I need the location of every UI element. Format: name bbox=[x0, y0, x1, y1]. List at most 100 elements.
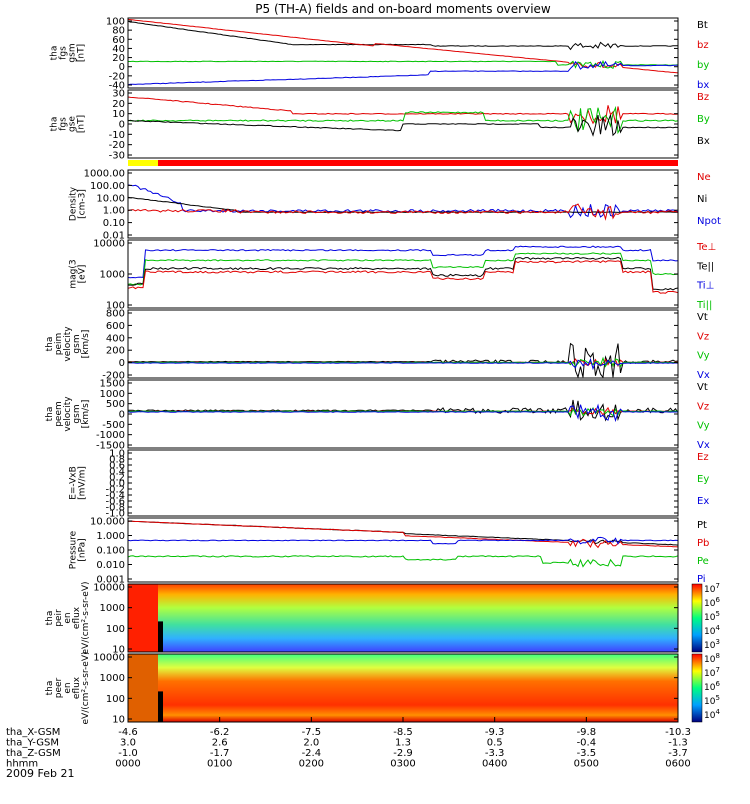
legend-entry: Bz bbox=[697, 92, 709, 103]
y-tick-label: 10.00 bbox=[96, 193, 125, 204]
legend-entry: Pe bbox=[697, 556, 709, 567]
colorbar-tick-label: 106 bbox=[704, 680, 720, 693]
colorbar-tick-label: 104 bbox=[704, 624, 720, 637]
colorbar-tick-label: 105 bbox=[704, 610, 720, 623]
y-tick-label: -1000 bbox=[96, 430, 125, 441]
ephemeris-table: tha_X-GSM -4.6 -6.2 -7.5 -8.5 -9.3 -9.8 -10.3 th… bbox=[6, 727, 691, 770]
legend-entry: by bbox=[697, 60, 709, 71]
ephemeris-value: 0500 bbox=[574, 759, 599, 770]
y-tick-label: 800 bbox=[106, 309, 125, 320]
ephemeris-value: -1.3 bbox=[668, 738, 688, 749]
ephemeris-row-label: hhmm bbox=[6, 759, 38, 770]
panel-7: 1.00.80.60.40.20.0-0.2-0.4-0.6-0.8-1.0 bbox=[105, 449, 679, 520]
y-tick-label: 0.010 bbox=[96, 560, 125, 571]
ephemeris-value: -4.6 bbox=[118, 727, 138, 738]
series-line bbox=[127, 245, 679, 279]
ephemeris-value: -8.5 bbox=[393, 727, 413, 738]
y-tick-label: 0.2 bbox=[109, 473, 125, 484]
y-tick-label: 500 bbox=[106, 399, 125, 410]
ephemeris-value: 0100 bbox=[207, 759, 232, 770]
colorbar-tick-label: 108 bbox=[704, 652, 720, 665]
y-tick-label: 30 bbox=[112, 89, 125, 100]
y-tick-label: -500 bbox=[102, 420, 125, 431]
y-tick-label: -40 bbox=[109, 81, 125, 92]
colorbar-tick-label: 107 bbox=[704, 666, 720, 679]
series-line bbox=[127, 403, 679, 423]
y-tick-label: 0.8 bbox=[109, 455, 125, 466]
series-line bbox=[127, 114, 679, 137]
legend-entry: Vy bbox=[697, 351, 710, 362]
ephemeris-value: -9.8 bbox=[577, 727, 597, 738]
ephemeris-value: 0000 bbox=[115, 759, 140, 770]
series-line bbox=[127, 342, 679, 379]
series-line bbox=[127, 536, 679, 545]
ephemeris-value: -3.5 bbox=[577, 748, 597, 759]
y-tick-label: 10000 bbox=[93, 239, 125, 250]
colorbar-tick-label: 104 bbox=[704, 708, 720, 721]
y-tick-label: 1000 bbox=[100, 389, 125, 400]
panel-frame bbox=[127, 449, 679, 517]
ephemeris-row-label: tha_Y-GSM bbox=[6, 738, 59, 749]
ephemeris-value: -1.0 bbox=[118, 748, 138, 759]
ephemeris-value: 0200 bbox=[299, 759, 324, 770]
y-tick-label: -0.2 bbox=[105, 485, 125, 496]
y-tick-label: 1.000 bbox=[96, 531, 125, 542]
legend-entry: Vt bbox=[697, 312, 708, 323]
y-tick-label: 20 bbox=[112, 53, 125, 64]
y-tick-label: 0.10 bbox=[103, 218, 125, 229]
y-tick-label: -20 bbox=[109, 71, 125, 82]
ephemeris-value: -3.3 bbox=[485, 748, 505, 759]
mode-bar bbox=[128, 160, 678, 166]
legend-entry: Pi bbox=[697, 574, 706, 585]
y-tick-label: 10 bbox=[112, 715, 125, 726]
legend-entry: Ti|| bbox=[696, 300, 712, 311]
legend-entry: Pt bbox=[697, 520, 707, 531]
y-axis-label: thapeimvelocitygsm[km/s] bbox=[45, 326, 91, 362]
y-tick-label: 10.000 bbox=[90, 517, 125, 528]
legend-entry: Vx bbox=[697, 440, 710, 451]
y-tick-label: 1000 bbox=[100, 603, 125, 614]
y-axis-label: E=-VxB[mV/m] bbox=[69, 466, 88, 500]
panel-4: 10000 1000 100 bbox=[93, 239, 679, 312]
ephemeris-value: 0400 bbox=[482, 759, 507, 770]
ephemeris-value: 0300 bbox=[390, 759, 415, 770]
legend-entry: Ni bbox=[697, 194, 707, 205]
y-tick-label: 600 bbox=[106, 321, 125, 332]
ephemeris-value: 0600 bbox=[665, 759, 690, 770]
series-line bbox=[127, 356, 679, 368]
legend-entry: Vy bbox=[697, 421, 710, 432]
panels: 100806040200-20-403020100-10-20-301000.0… bbox=[84, 17, 721, 726]
y-axis-label: thapeirenefluxeV/(cm²-s-sr-eV) bbox=[45, 581, 91, 654]
ephemeris-value: -1.7 bbox=[210, 748, 230, 759]
y-tick-label: 0.4 bbox=[109, 467, 125, 478]
ephemeris-value: -10.3 bbox=[665, 727, 691, 738]
series-line bbox=[127, 60, 678, 86]
legend-entry: Bt bbox=[697, 20, 708, 31]
series-line bbox=[127, 196, 679, 213]
ephemeris-value: 2.0 bbox=[303, 738, 319, 749]
y-tick-label: 100 bbox=[106, 301, 125, 312]
colorbar-tick-label: 105 bbox=[704, 694, 720, 707]
panel-frame bbox=[127, 309, 679, 379]
legend-entry: Ne bbox=[697, 172, 711, 183]
y-tick-label: 0 bbox=[119, 62, 125, 73]
figure-title: P5 (TH-A) fields and on-board moments ov… bbox=[255, 2, 551, 16]
legend-entry: Vx bbox=[697, 370, 710, 381]
legend-entry: Ex bbox=[697, 496, 709, 507]
y-tick-label: 100 bbox=[106, 17, 125, 28]
series-line bbox=[128, 399, 679, 422]
ephemeris-value: -2.4 bbox=[302, 748, 322, 759]
colorbar-tick-label: 106 bbox=[704, 596, 720, 609]
legend-entry: bx bbox=[697, 80, 709, 91]
ephemeris-value: 0.5 bbox=[487, 738, 503, 749]
ephemeris-value: -9.3 bbox=[485, 727, 505, 738]
legend-entry: Vz bbox=[697, 331, 709, 342]
series-line bbox=[127, 357, 679, 371]
legend-entry: bz bbox=[697, 40, 709, 51]
ephemeris-value: 2.6 bbox=[212, 738, 228, 749]
